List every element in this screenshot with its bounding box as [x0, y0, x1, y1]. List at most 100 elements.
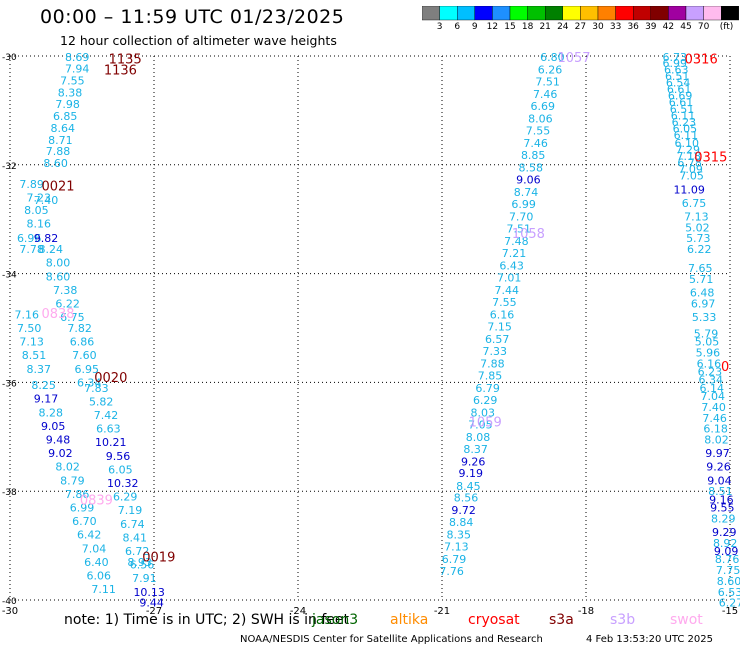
wave-height-point: 7.88	[480, 357, 505, 370]
wave-height-point: 5.73	[686, 232, 711, 245]
wave-height-point: 9.29	[712, 526, 737, 539]
wave-height-point: 7.04	[82, 542, 107, 555]
wave-height-point: 7.86	[65, 488, 90, 501]
wave-height-point: 8.76	[715, 553, 740, 566]
wave-height-point: 9.05	[41, 420, 66, 433]
wave-height-point: 10.21	[95, 436, 127, 449]
wave-height-point: 6.96	[17, 232, 42, 245]
wave-height-point: 7.55	[60, 74, 85, 87]
wave-height-point: 6.61	[669, 96, 694, 109]
wave-height-point: 8.41	[123, 531, 148, 544]
colorbar-tick-label: 18	[521, 22, 534, 32]
wave-height-point: 5.71	[689, 273, 714, 286]
wave-height-point: 8.92	[713, 537, 738, 550]
wave-height-point: 6.51	[665, 70, 690, 83]
wave-height-point: 6.69	[668, 90, 693, 103]
wave-height-point: 9.55	[710, 502, 735, 515]
wave-height-point: 6.61	[667, 83, 692, 96]
pass-time-label: 0839	[80, 493, 113, 508]
colorbar-tick-label: 36	[627, 22, 639, 32]
wave-height-point: 6.34	[699, 374, 724, 387]
wave-height-point: 6.73	[663, 51, 688, 64]
wave-height-point: 7.82	[67, 322, 92, 335]
wave-height-point: 7.46	[533, 88, 558, 101]
wave-height-point: 6.72	[125, 545, 150, 558]
wave-height-point: 7.51	[535, 76, 560, 89]
wave-height-point: 9.82	[34, 232, 59, 245]
wave-height-point: 7.55	[492, 296, 517, 309]
wave-height-point: 8.38	[58, 86, 83, 99]
colorbar-tick-label: 33	[609, 22, 622, 32]
wave-height-point: 8.28	[39, 406, 64, 419]
colorbar-tick-label: 45	[680, 22, 692, 32]
chart-title: 00:00 – 11:59 UTC 01/23/2025	[40, 6, 345, 28]
wave-height-point: 8.71	[48, 134, 73, 147]
wave-height-point: 6.99	[663, 57, 688, 70]
wave-height-point: 6.05	[108, 463, 133, 476]
wave-height-point: 7.18	[676, 150, 701, 163]
wave-height-point: 8.25	[31, 379, 56, 392]
wave-height-point: 7.70	[509, 210, 534, 223]
wave-height-point: 8.29	[711, 512, 736, 525]
x-tick-label: -15	[722, 606, 738, 617]
wave-height-point: 7.85	[478, 369, 503, 382]
wave-height-point: 7.88	[46, 145, 71, 158]
wave-height-point: 6.34	[77, 376, 102, 389]
wave-height-point: 6.29	[473, 394, 498, 407]
colorbar-labels: 3 6 9 12 15 18 21 24 27 30 33 36 39 42 45 70 (ft)	[422, 22, 740, 34]
wave-height-point: 9.44	[139, 597, 164, 610]
wave-height-point: 5.33	[692, 311, 717, 324]
credit-text: NOAA/NESDIS Center for Satellite Applica…	[240, 634, 543, 645]
wave-height-point: 6.95	[75, 363, 100, 376]
wave-height-point: 7.09	[678, 163, 703, 176]
wave-height-point: 7.13	[19, 336, 44, 349]
wave-height-point: 6.11	[671, 109, 696, 122]
wave-height-point: 7.05	[679, 170, 704, 183]
satellite-legend-item: cryosat	[468, 612, 520, 628]
pass-time-label: 0316	[685, 53, 718, 68]
pass-time-label: 1058	[512, 227, 545, 242]
wave-height-point: 6.22	[55, 298, 80, 311]
pass-time-label: 0019	[142, 550, 175, 565]
wave-height-point: 9.26	[706, 461, 731, 474]
wave-height-point: 7.40	[701, 401, 726, 414]
wave-height-point: 6.16	[490, 308, 515, 321]
wave-height-point: 6.42	[77, 529, 102, 542]
wave-height-point: 5.79	[694, 327, 719, 340]
wave-height-point: 8.02	[704, 434, 729, 447]
wave-height-point: 7.13	[444, 541, 469, 554]
wave-height-point: 8.60	[46, 270, 71, 283]
wave-height-point: 9.06	[516, 173, 541, 186]
wave-height-point: 10.32	[107, 477, 139, 490]
wave-height-point: 6.22	[687, 243, 712, 256]
wave-height-point: 6.85	[53, 110, 78, 123]
colorbar-swatch	[721, 6, 740, 21]
colorbar-tick-label: 27	[574, 22, 587, 32]
wave-height-point: 9.09	[714, 545, 739, 558]
wave-height-point: 7.89	[19, 178, 44, 191]
wave-height-point: 7.48	[504, 235, 529, 248]
pass-time-label: 1136	[104, 64, 137, 79]
wave-height-point: 8.51	[708, 485, 733, 498]
wave-height-point: 6.75	[60, 311, 85, 324]
wave-height-point: 6.57	[485, 333, 510, 346]
colorbar-tick-label: 12	[486, 22, 499, 32]
wave-height-point: 7.19	[118, 504, 143, 517]
pass-time-label: 1059	[469, 416, 502, 431]
wave-height-point: 8.79	[60, 474, 85, 487]
wave-height-point: 8.37	[463, 443, 488, 456]
wave-height-point: 8.03	[471, 406, 496, 419]
satellite-legend-item: s3a	[549, 612, 574, 628]
wave-height-point: 9.48	[46, 434, 71, 447]
wave-height-point: 8.60	[43, 157, 68, 170]
wave-height-point: 7.13	[684, 210, 709, 223]
wave-height-point: 6.51	[670, 103, 695, 116]
colorbar-tick-label: 9	[471, 22, 478, 32]
pass-time-label: 0315	[694, 151, 727, 166]
wave-height-point: 8.56	[454, 492, 479, 505]
wave-height-point: 7.98	[55, 98, 80, 111]
wave-height-point: 7.01	[497, 271, 522, 284]
wave-height-point: 6.74	[120, 518, 145, 531]
colorbar-tick-label: 3	[436, 22, 443, 32]
